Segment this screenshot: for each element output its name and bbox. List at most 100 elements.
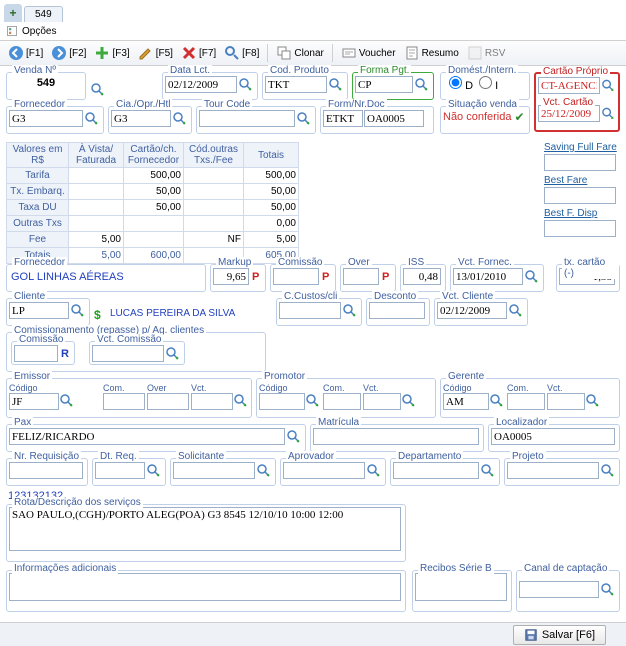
toolbar-f5[interactable]: [F5] bbox=[136, 44, 175, 62]
tab-active[interactable]: 549 bbox=[24, 6, 63, 22]
cia-opr-input[interactable] bbox=[111, 110, 171, 127]
promotor-codigo-input[interactable] bbox=[259, 393, 305, 410]
departamento-input[interactable] bbox=[393, 462, 479, 479]
search-icon[interactable] bbox=[172, 111, 188, 127]
best-f-disp-input[interactable] bbox=[544, 220, 616, 237]
aprovador-input[interactable] bbox=[283, 462, 365, 479]
gerente-com-input[interactable] bbox=[507, 393, 545, 410]
search-icon[interactable] bbox=[238, 77, 254, 93]
search-icon[interactable] bbox=[59, 393, 75, 409]
search-icon[interactable] bbox=[84, 111, 100, 127]
search-icon[interactable] bbox=[296, 111, 312, 127]
best-fare-link[interactable]: Best Fare bbox=[544, 175, 620, 186]
cliente-input[interactable] bbox=[9, 302, 69, 319]
search-icon[interactable] bbox=[305, 393, 321, 409]
search-icon[interactable] bbox=[366, 463, 382, 479]
recibos-textarea[interactable] bbox=[415, 573, 507, 601]
search-venda-icon[interactable] bbox=[90, 82, 106, 98]
search-icon[interactable] bbox=[146, 463, 162, 479]
iss-input[interactable] bbox=[403, 268, 441, 285]
radio-i[interactable]: I bbox=[479, 76, 498, 92]
search-icon[interactable] bbox=[600, 582, 616, 598]
cartao-proprio-input[interactable] bbox=[538, 77, 600, 94]
emissor-codigo-input[interactable] bbox=[9, 393, 59, 410]
search-icon[interactable] bbox=[70, 303, 86, 319]
emissor-vct-input[interactable] bbox=[191, 393, 233, 410]
table-cell[interactable] bbox=[69, 216, 124, 232]
search-icon[interactable] bbox=[342, 303, 358, 319]
toolbar-f8[interactable]: [F8] bbox=[222, 44, 261, 62]
table-cell[interactable] bbox=[69, 184, 124, 200]
emissor-com-input[interactable] bbox=[103, 393, 145, 410]
localizador-input[interactable] bbox=[491, 428, 615, 445]
table-cell[interactable] bbox=[184, 168, 244, 184]
search-icon[interactable] bbox=[524, 269, 540, 285]
toolbar-f3[interactable]: [F3] bbox=[92, 44, 131, 62]
saving-full-fare-input[interactable] bbox=[544, 154, 616, 171]
cod-produto-input[interactable] bbox=[265, 76, 327, 93]
search-icon[interactable] bbox=[328, 77, 344, 93]
toolbar-resumo[interactable]: Resumo bbox=[402, 44, 461, 62]
search-icon[interactable] bbox=[601, 106, 616, 122]
options-menu[interactable]: Opções bbox=[0, 22, 626, 40]
search-icon[interactable] bbox=[600, 463, 616, 479]
search-icon[interactable] bbox=[286, 429, 302, 445]
data-lct-input[interactable] bbox=[165, 76, 237, 93]
search-icon[interactable] bbox=[489, 393, 505, 409]
table-cell[interactable]: 5,00 bbox=[69, 232, 124, 248]
tour-code-input[interactable] bbox=[199, 110, 295, 127]
matricula-input[interactable] bbox=[313, 428, 479, 445]
table-cell[interactable]: 5,00 bbox=[69, 248, 124, 264]
best-f-disp-link[interactable]: Best F. Disp bbox=[544, 208, 620, 219]
table-cell[interactable] bbox=[124, 232, 184, 248]
dollar-icon[interactable]: $ bbox=[94, 308, 101, 322]
forma-pgt-input[interactable] bbox=[355, 76, 413, 93]
table-cell[interactable]: 50,00 bbox=[124, 200, 184, 216]
desconto-input[interactable] bbox=[369, 302, 425, 319]
table-cell[interactable]: 50,00 bbox=[124, 184, 184, 200]
rota-textarea[interactable]: SAO PAULO,(CGH)/PORTO ALEG(POA) G3 8545 … bbox=[9, 507, 401, 551]
tab-add-button[interactable]: + bbox=[4, 4, 22, 22]
table-cell[interactable] bbox=[184, 200, 244, 216]
canal-input[interactable] bbox=[519, 581, 599, 598]
over-input[interactable] bbox=[343, 268, 379, 285]
search-icon[interactable] bbox=[414, 77, 430, 93]
table-cell[interactable] bbox=[184, 184, 244, 200]
table-cell[interactable] bbox=[69, 168, 124, 184]
vct-cliente-input[interactable] bbox=[437, 302, 507, 319]
search-icon[interactable] bbox=[585, 393, 601, 409]
table-cell[interactable]: 600,00 bbox=[124, 248, 184, 264]
check-icon[interactable]: ✔ bbox=[515, 110, 525, 124]
p-badge[interactable]: P bbox=[380, 271, 391, 283]
table-cell[interactable]: NF bbox=[184, 232, 244, 248]
toolbar-f2[interactable]: [F2] bbox=[49, 44, 88, 62]
p-badge[interactable]: P bbox=[320, 271, 331, 283]
info-adic-textarea[interactable] bbox=[9, 573, 401, 601]
toolbar-clonar[interactable]: Clonar bbox=[274, 44, 325, 62]
saving-full-fare-link[interactable]: Saving Full Fare bbox=[544, 142, 620, 153]
comissao-input[interactable] bbox=[273, 268, 319, 285]
vct-fornec-input[interactable] bbox=[453, 268, 523, 285]
table-cell[interactable] bbox=[69, 200, 124, 216]
table-cell[interactable]: 500,00 bbox=[124, 168, 184, 184]
solicitante-input[interactable] bbox=[173, 462, 255, 479]
toolbar-rsv[interactable]: RSV bbox=[465, 44, 508, 62]
save-button[interactable]: Salvar [F6] bbox=[513, 625, 606, 645]
search-icon[interactable] bbox=[401, 393, 417, 409]
search-icon[interactable] bbox=[165, 346, 181, 362]
gerente-vct-input[interactable] bbox=[547, 393, 585, 410]
promotor-com-input[interactable] bbox=[323, 393, 361, 410]
search-icon[interactable] bbox=[601, 78, 616, 94]
markup-input[interactable] bbox=[213, 268, 249, 285]
c-custos-input[interactable] bbox=[279, 302, 341, 319]
best-fare-input[interactable] bbox=[544, 187, 616, 204]
nrdoc-input[interactable] bbox=[364, 110, 424, 127]
toolbar-f1[interactable]: [F1] bbox=[6, 44, 45, 62]
search-icon[interactable] bbox=[256, 463, 272, 479]
p-badge[interactable]: P bbox=[250, 271, 261, 283]
dt-req-input[interactable] bbox=[95, 462, 145, 479]
r-badge[interactable]: R bbox=[59, 348, 71, 360]
pax-input[interactable] bbox=[9, 428, 285, 445]
toolbar-voucher[interactable]: Voucher bbox=[339, 44, 398, 62]
gerente-codigo-input[interactable] bbox=[443, 393, 489, 410]
